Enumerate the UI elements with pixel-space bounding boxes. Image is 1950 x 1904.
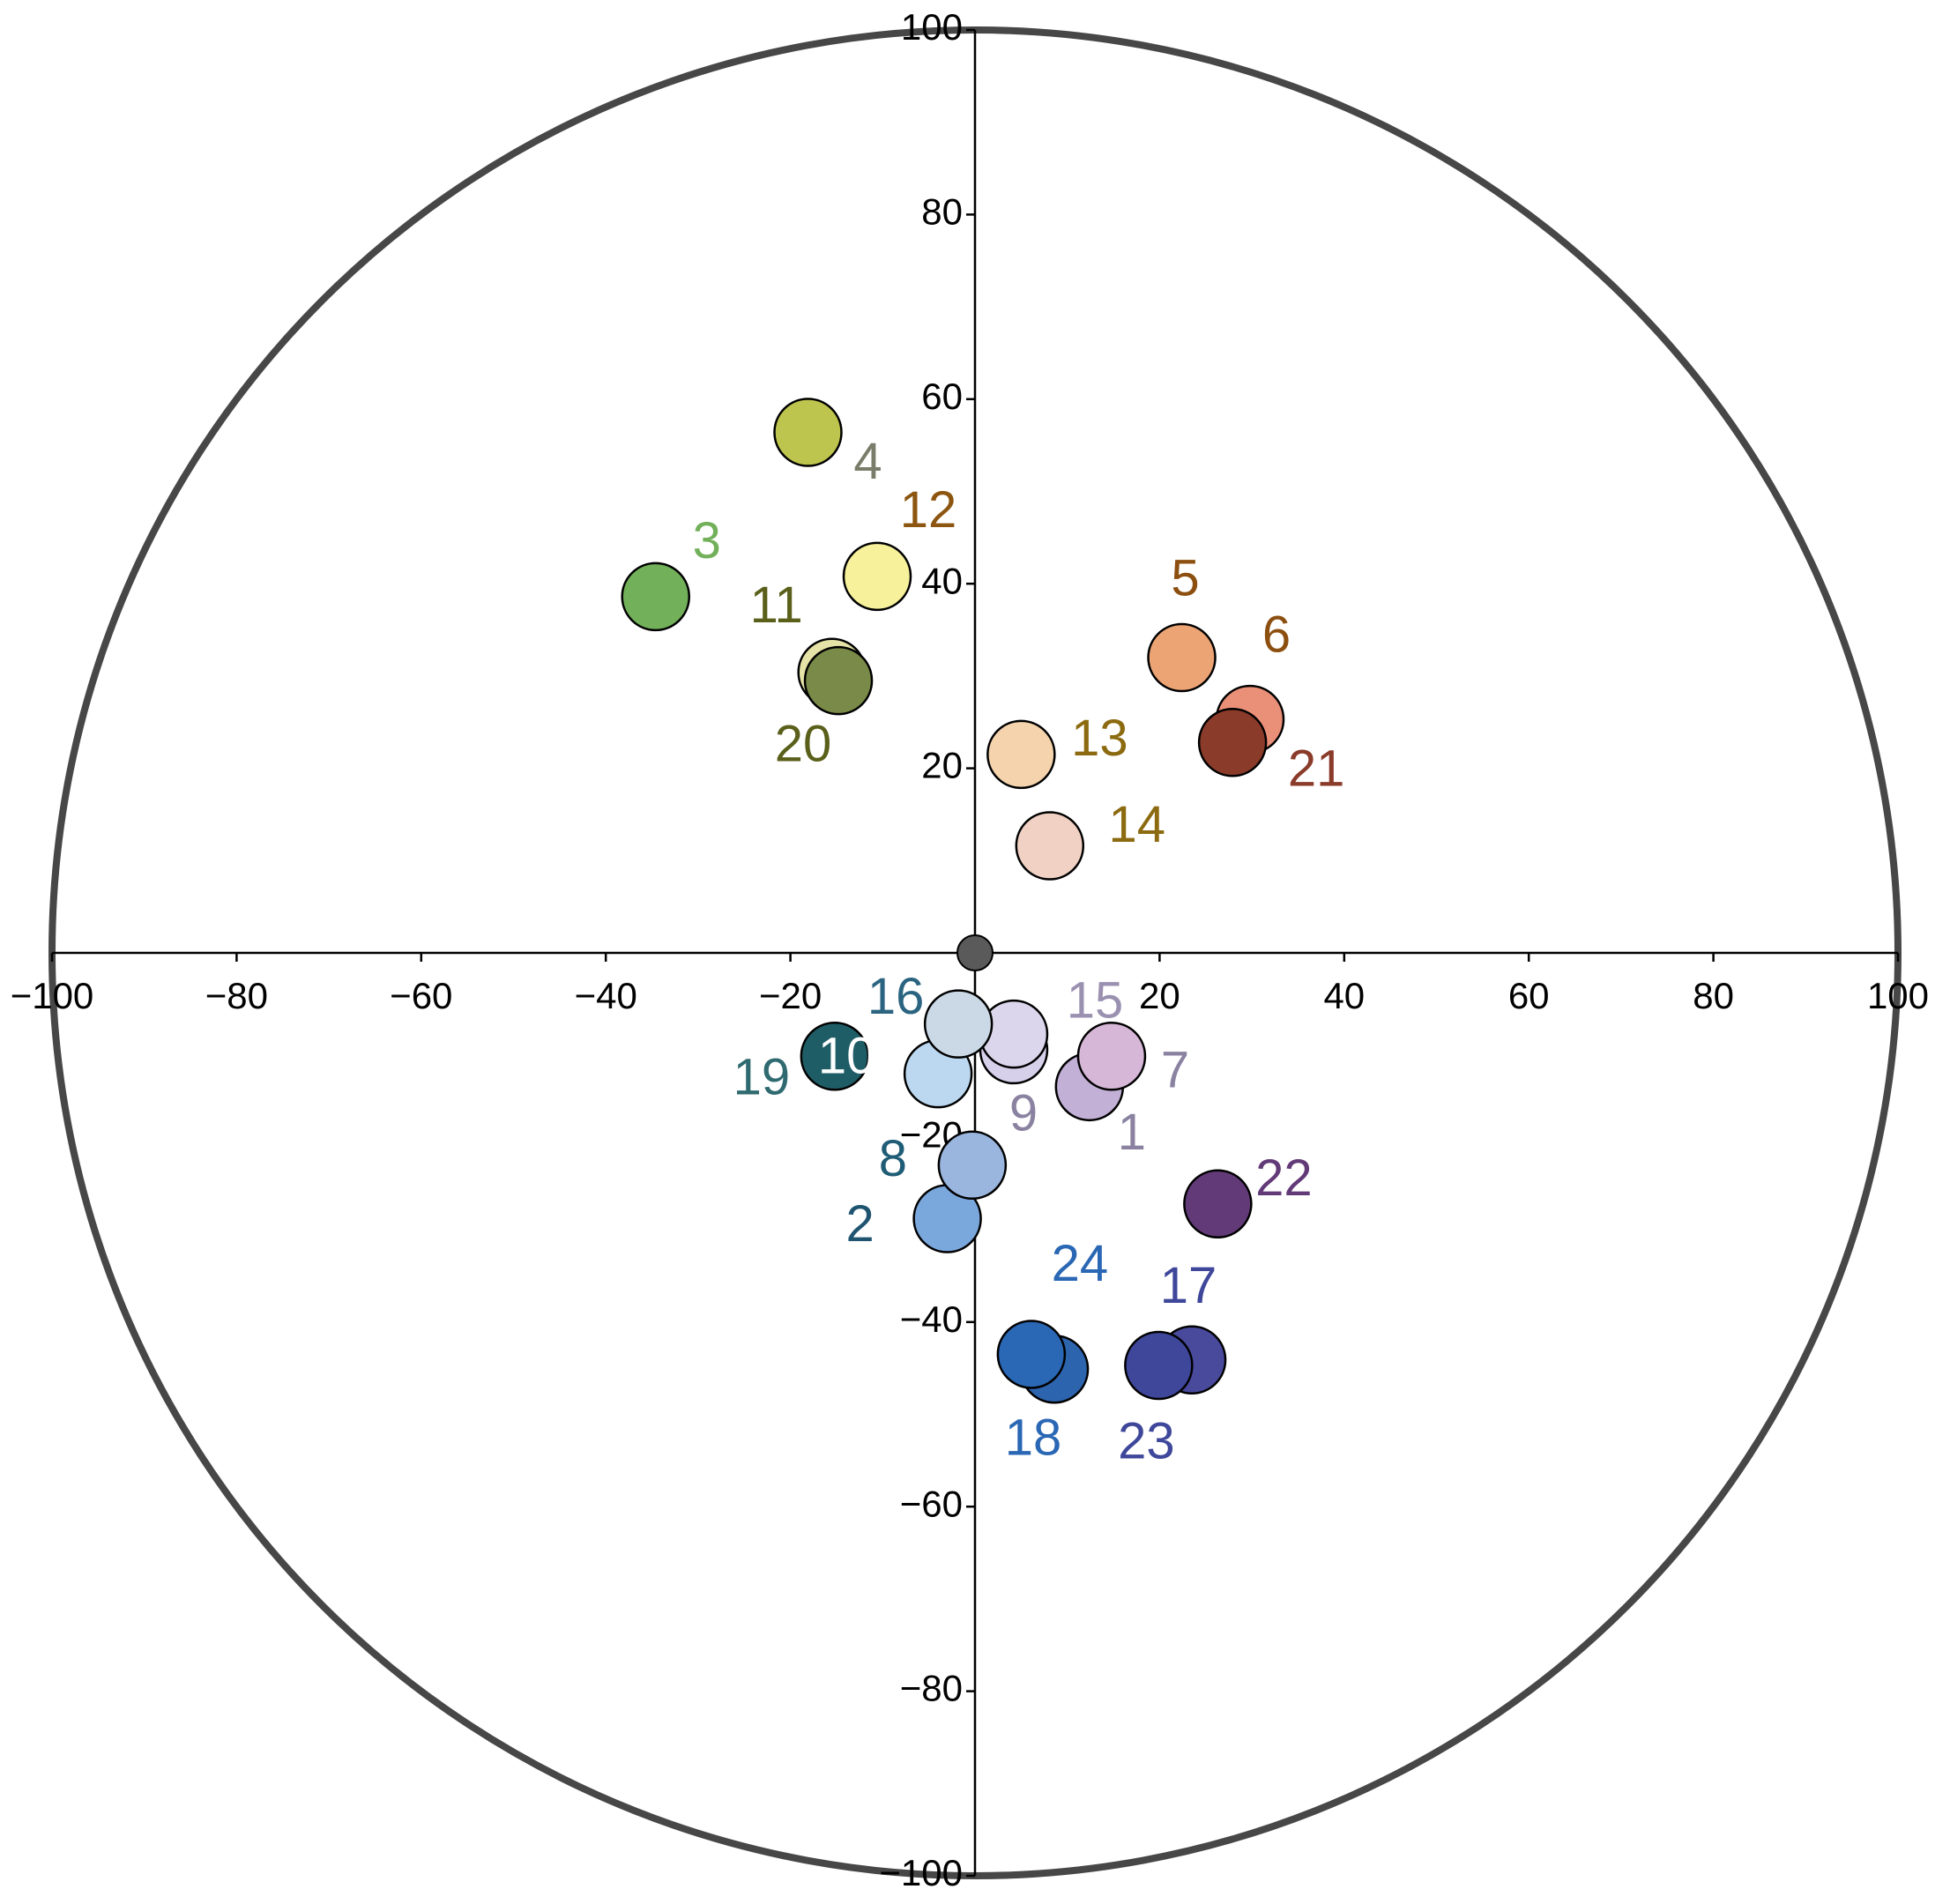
point-label: 23 (1118, 1412, 1175, 1469)
point-label: 13 (1071, 710, 1128, 767)
point-label: 19 (733, 1049, 791, 1106)
x-tick-label: −40 (575, 975, 637, 1016)
y-tick-label: 100 (901, 6, 963, 48)
point (803, 645, 874, 716)
x-tick-label: 40 (1323, 975, 1365, 1016)
point (1124, 1330, 1194, 1401)
point (1015, 811, 1085, 881)
point-label: 16 (867, 968, 925, 1025)
point (1183, 1169, 1253, 1239)
point (621, 562, 690, 632)
point-label: 9 (1009, 1084, 1038, 1142)
point (1147, 622, 1217, 693)
point (937, 1130, 1008, 1201)
point (773, 398, 843, 467)
y-tick-label: 60 (921, 376, 963, 417)
point-label: 10 (818, 1027, 875, 1084)
point (996, 1320, 1067, 1389)
point-label: 15 (1067, 971, 1124, 1029)
point-label: 2 (845, 1195, 874, 1253)
point-label: 8 (879, 1130, 907, 1187)
x-tick-label: 100 (1867, 975, 1929, 1016)
x-tick-label: −80 (205, 975, 268, 1016)
point (1076, 1022, 1147, 1091)
y-tick-label: 20 (921, 745, 963, 786)
x-tick-label: 60 (1508, 975, 1550, 1016)
point-label: 12 (900, 481, 957, 539)
point-label: 21 (1288, 740, 1345, 798)
point-label: 20 (775, 715, 832, 772)
y-tick-label: −40 (900, 1298, 963, 1340)
x-tick-label: −100 (11, 975, 94, 1016)
point (842, 541, 912, 612)
y-tick-label: 80 (921, 190, 963, 232)
point-label: 14 (1109, 796, 1166, 853)
point-label: 24 (1052, 1235, 1109, 1292)
point (986, 719, 1056, 790)
point-label: 3 (693, 512, 721, 569)
point-label: 1 (1118, 1104, 1146, 1161)
point (1197, 708, 1268, 777)
point-label: 5 (1171, 549, 1199, 606)
point (923, 989, 994, 1059)
y-tick-label: 40 (921, 560, 963, 601)
point-label: 4 (853, 433, 882, 490)
x-tick-label: −60 (390, 975, 452, 1016)
y-tick-label: −80 (900, 1668, 963, 1709)
x-tick-label: 80 (1693, 975, 1734, 1016)
origin-point (956, 934, 994, 971)
point-label: 18 (1005, 1409, 1062, 1467)
point-label: 11 (750, 576, 803, 634)
x-tick-label: 20 (1139, 975, 1180, 1016)
y-tick-label: −60 (900, 1483, 963, 1524)
y-tick-label: −100 (879, 1852, 963, 1893)
point-label: 22 (1255, 1149, 1313, 1207)
point-label: 6 (1262, 606, 1291, 663)
x-tick-label: −20 (759, 975, 822, 1016)
point-label: 17 (1160, 1257, 1217, 1314)
point (800, 1022, 870, 1091)
point-label: 7 (1161, 1042, 1189, 1099)
